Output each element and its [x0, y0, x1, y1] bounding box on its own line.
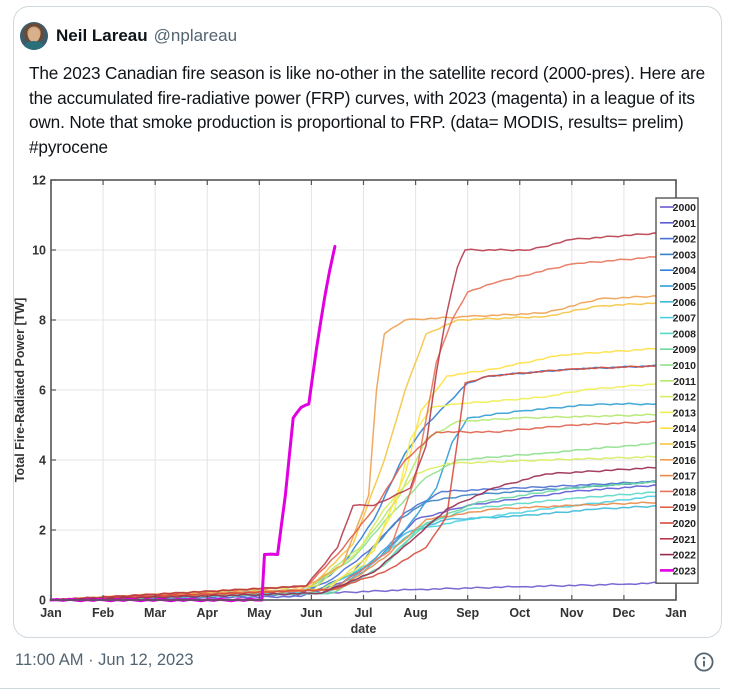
avatar-face — [28, 28, 40, 42]
x-tick-labels: Jan Feb Mar Apr May Jun Jul Aug Sep Oct Nov Dec Jan — [40, 606, 687, 620]
legend-label-2007: 2007 — [673, 313, 697, 325]
ticks — [50, 179, 677, 601]
info-icon[interactable] — [694, 652, 714, 672]
legend-label-2020: 2020 — [673, 518, 697, 530]
x-axis-label: date — [351, 622, 377, 635]
tweet-header: Neil Lareau @nplareau — [20, 21, 237, 51]
y-tick-label: 2 — [39, 524, 46, 538]
x-tick-label: Jan — [40, 606, 62, 620]
legend-label-2019: 2019 — [673, 502, 697, 514]
x-tick-label: Oct — [509, 606, 531, 620]
legend-box — [655, 197, 699, 584]
legend-label-2002: 2002 — [673, 234, 697, 246]
x-tick-label: Feb — [92, 606, 115, 620]
legend-label-2001: 2001 — [673, 218, 697, 230]
series-line-2014 — [50, 347, 667, 602]
legend-label-2012: 2012 — [673, 392, 697, 404]
y-tick-label: 12 — [32, 174, 46, 188]
author-handle[interactable]: @nplareau — [153, 26, 238, 45]
y-tick-label: 6 — [39, 384, 46, 398]
x-tick-label: Dec — [612, 606, 635, 620]
x-tick-label: Sep — [456, 606, 479, 620]
series-line-2008 — [50, 490, 667, 601]
legend-label-2023: 2023 — [673, 565, 697, 577]
series-line-2021 — [50, 231, 667, 601]
frp-chart[interactable]: Jan Feb Mar Apr May Jun Jul Aug Sep Oct Nov Dec Jan … — [14, 172, 719, 635]
x-tick-label: Jul — [354, 606, 372, 620]
y-tick-label: 4 — [39, 454, 46, 468]
legend-label-2017: 2017 — [673, 471, 697, 483]
legend-label-2006: 2006 — [673, 297, 697, 309]
legend-label-2009: 2009 — [673, 344, 697, 356]
x-tick-label: Apr — [196, 606, 218, 620]
legend-label-2003: 2003 — [673, 249, 697, 261]
y-tick-label: 0 — [39, 594, 46, 608]
series-line-2016 — [50, 294, 667, 601]
legend-label-2008: 2008 — [673, 328, 697, 340]
x-tick-label: Nov — [560, 606, 584, 620]
series-line-2023 — [49, 245, 337, 603]
legend-label-2010: 2010 — [673, 360, 697, 372]
legend-label-2015: 2015 — [673, 439, 697, 451]
x-tick-label: Mar — [144, 606, 166, 620]
legend-label-2021: 2021 — [673, 534, 697, 546]
legend: 2000 2001 2002 2003 2004 2005 2006 2007 2008 2009… — [655, 197, 699, 584]
legend-label-2011: 2011 — [673, 376, 696, 388]
legend-label-2000: 2000 — [673, 202, 697, 214]
x-tick-label: May — [247, 606, 271, 620]
legend-label-2013: 2013 — [673, 407, 697, 419]
legend-label-2016: 2016 — [673, 455, 697, 467]
divider — [0, 688, 720, 689]
y-tick-label: 8 — [39, 314, 46, 328]
y-tick-labels: 0 2 4 6 8 10 12 — [32, 174, 46, 608]
author-name[interactable]: Neil Lareau — [56, 26, 148, 45]
y-axis-label: Total Fire-Radiated Power [TW] — [14, 298, 27, 483]
legend-label-2005: 2005 — [673, 281, 697, 293]
y-tick-label: 10 — [32, 244, 46, 258]
legend-label-2018: 2018 — [673, 486, 697, 498]
legend-label-2022: 2022 — [673, 550, 697, 562]
avatar-shirt — [24, 41, 44, 50]
legend-label-2004: 2004 — [673, 265, 697, 277]
legend-label-2014: 2014 — [673, 423, 697, 435]
series-line-2015 — [50, 301, 667, 601]
series-layer — [49, 231, 667, 603]
tweet-timestamp[interactable]: 11:00 AM · Jun 12, 2023 — [15, 651, 194, 669]
avatar[interactable] — [20, 22, 48, 50]
series-line-2022 — [50, 466, 667, 601]
tweet-card[interactable] — [13, 6, 722, 638]
x-tick-label: Jun — [300, 606, 322, 620]
tweet-text: The 2023 Canadian fire season is like no… — [29, 63, 705, 157]
x-tick-label: Aug — [403, 606, 427, 620]
x-tick-label: Jan — [665, 606, 687, 620]
